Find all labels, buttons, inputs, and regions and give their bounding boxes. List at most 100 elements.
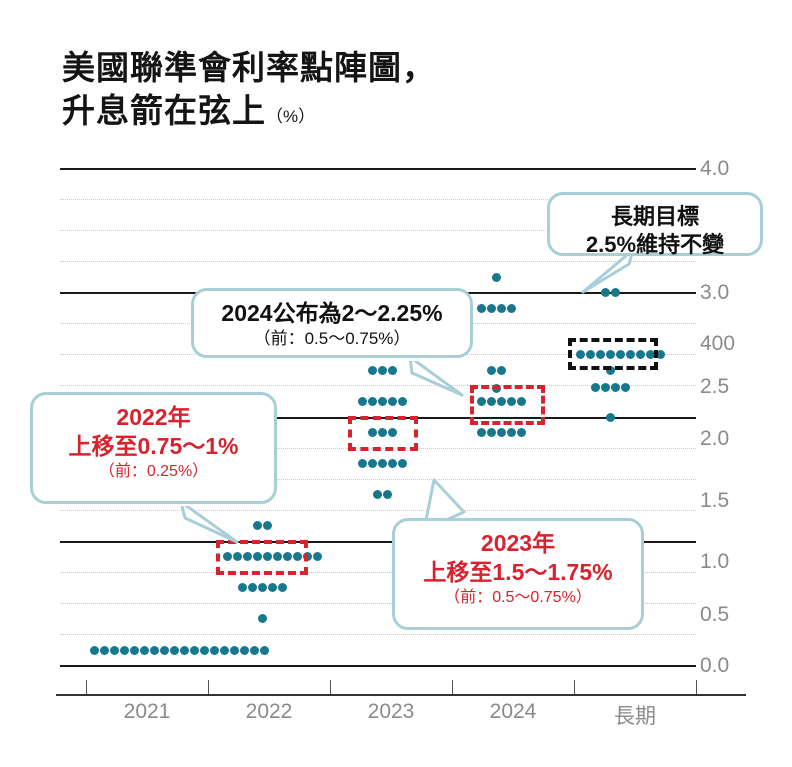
x-tick-3: [452, 680, 453, 694]
dot: [601, 383, 610, 392]
y-tick-label-1-0: 1.0: [700, 550, 730, 573]
dot-row-2023-2125: [358, 397, 407, 406]
callout-2024-release: 2024公布為2〜2.25% （前：0.5〜0.75%）: [191, 288, 473, 358]
dot: [293, 552, 302, 561]
dot-row-2024-3125: [492, 273, 501, 282]
dot: [388, 397, 397, 406]
dot: [621, 383, 630, 392]
dot: [220, 646, 229, 655]
dot: [248, 583, 257, 592]
x-tick-5: [696, 680, 697, 694]
x-axis-line: [56, 694, 746, 696]
dot: [190, 646, 199, 655]
callout-2022-shift-line-2: 上移至0.75〜1%: [68, 433, 239, 460]
dot: [477, 397, 486, 406]
dot: [497, 304, 506, 313]
y-tick-label-3-0: 3.0: [700, 281, 730, 304]
x-tick-label-2023: 2023: [367, 700, 415, 723]
dot: [591, 383, 600, 392]
dot: [373, 490, 382, 499]
dot: [487, 366, 496, 375]
x-tick-label-2021: 2021: [123, 700, 171, 723]
dot: [492, 273, 501, 282]
dot: [517, 397, 526, 406]
page-title: 美國聯準會利率點陣圖， 升息箭在弦上（%）: [62, 46, 436, 138]
dot-row-2024-2375: [487, 366, 506, 375]
dot-row-longrun-25: [576, 350, 665, 359]
dot: [368, 459, 377, 468]
dot: [398, 397, 407, 406]
dot: [378, 397, 387, 406]
x-tick-0: [86, 680, 87, 694]
x-tick-label-2022: 2022: [245, 700, 293, 723]
dot: [258, 614, 267, 623]
axis-line-0-0: [60, 665, 696, 667]
dot: [378, 366, 387, 375]
dot: [250, 646, 259, 655]
dot: [487, 304, 496, 313]
highlight-box-longrun: [568, 338, 658, 370]
dot: [477, 304, 486, 313]
title-line-1: 美國聯準會利率點陣圖，: [62, 49, 436, 86]
gridline-2-25: [60, 385, 696, 386]
dot: [253, 521, 262, 530]
highlight-box-2023: [348, 416, 418, 451]
gridline-3-5: [60, 230, 696, 231]
dot: [606, 413, 615, 422]
title-line-2: 升息箭在弦上（%）: [62, 89, 436, 138]
x-tick-1: [208, 680, 209, 694]
dot: [120, 646, 129, 655]
dot: [260, 646, 269, 655]
gridline-1-25: [60, 510, 696, 511]
dot: [576, 350, 585, 359]
dot: [398, 459, 407, 468]
dot-row-2022-0625: [258, 614, 267, 623]
callout-tail-2024-release: [400, 355, 490, 405]
dot: [507, 304, 516, 313]
y-tick-label-2-0: 2.0: [700, 427, 730, 450]
y-tick-label-1-5: 1.5: [700, 489, 730, 512]
dot: [253, 552, 262, 561]
callout-2024-release-line-2: （前：0.5〜0.75%）: [253, 329, 411, 349]
x-tick-label-longrun: 長期: [614, 705, 656, 728]
x-tick-4: [574, 680, 575, 694]
callout-long-run-target-line-2: 2.5%維持不變: [585, 232, 725, 258]
dot: [368, 397, 377, 406]
callout-2023-shift: 2023年 上移至1.5〜1.75% （前：0.5〜0.75%）: [392, 518, 644, 630]
callout-long-run-target: 長期目標 2.5%維持不變: [547, 192, 763, 258]
title-line-2-text: 升息箭在弦上: [62, 92, 266, 129]
dot: [586, 350, 595, 359]
title-unit: （%）: [266, 107, 316, 126]
dot-row-longrun-24: [606, 366, 615, 375]
callout-2023-shift-line-3: （前：0.5〜0.75%）: [444, 588, 592, 606]
plot-area: [60, 168, 696, 686]
dot: [368, 366, 377, 375]
dot-row-2024-2875: [477, 304, 516, 313]
dot-row-2024-1875: [477, 428, 526, 437]
dot: [626, 350, 635, 359]
y-tick-label-4-0: 4.0: [700, 157, 730, 180]
callout-2024-release-line-1: 2024公布為2〜2.25%: [221, 300, 443, 326]
dot: [210, 646, 219, 655]
dot: [273, 552, 282, 561]
y-tick-label-0-0: 0.0: [700, 654, 730, 677]
gridline-3-25: [60, 261, 696, 262]
dot: [313, 552, 322, 561]
dot-row-2023-2375: [368, 366, 397, 375]
dot-row-2022-1375: [253, 521, 272, 530]
dot: [150, 646, 159, 655]
dot-row-2023-1875: [368, 428, 397, 437]
dot: [378, 459, 387, 468]
gridline-0-25: [60, 634, 696, 635]
dot: [130, 646, 139, 655]
dot-row-2024-2125: [477, 397, 526, 406]
axis-line-1-0: [60, 541, 696, 543]
dot: [388, 366, 397, 375]
gridline-3-75: [60, 199, 696, 200]
dot: [606, 366, 615, 375]
dot: [160, 646, 169, 655]
dot: [611, 288, 620, 297]
dot: [263, 552, 272, 561]
dot: [230, 646, 239, 655]
callout-2023-shift-line-1: 2023年: [480, 530, 556, 556]
